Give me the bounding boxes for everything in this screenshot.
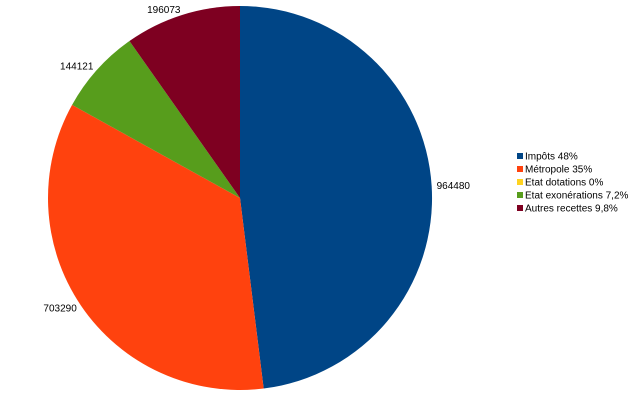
legend-label-1: Métropole 35% bbox=[525, 165, 592, 176]
legend-label-0: Impôts 48% bbox=[525, 152, 578, 163]
data-label-4: 196073 bbox=[147, 5, 181, 16]
legend-swatch-4 bbox=[517, 205, 523, 211]
legend-swatch-0 bbox=[517, 153, 523, 159]
data-label-1: 703290 bbox=[43, 303, 77, 314]
data-label-3: 144121 bbox=[60, 61, 94, 72]
data-labels: 964480 703290 144121 196073 bbox=[43, 5, 470, 314]
pie-slice-1 bbox=[47, 104, 264, 391]
pie-slice-4 bbox=[129, 6, 240, 198]
legend-label-4: Autres recettes 9,8% bbox=[525, 204, 618, 215]
legend: Impôts 48% Métropole 35% Etat dotations 0%… bbox=[517, 152, 629, 215]
pie-slices bbox=[47, 5, 433, 391]
legend-swatch-1 bbox=[517, 166, 523, 172]
data-label-0: 964480 bbox=[437, 181, 471, 192]
legend-label-3: Etat exonérations 7,2% bbox=[525, 191, 629, 202]
legend-swatch-3 bbox=[517, 192, 523, 198]
legend-swatch-2 bbox=[517, 179, 523, 185]
legend-label-2: Etat dotations 0% bbox=[525, 178, 603, 189]
pie-slice-3 bbox=[72, 41, 240, 198]
pie-slice-0 bbox=[240, 5, 433, 389]
